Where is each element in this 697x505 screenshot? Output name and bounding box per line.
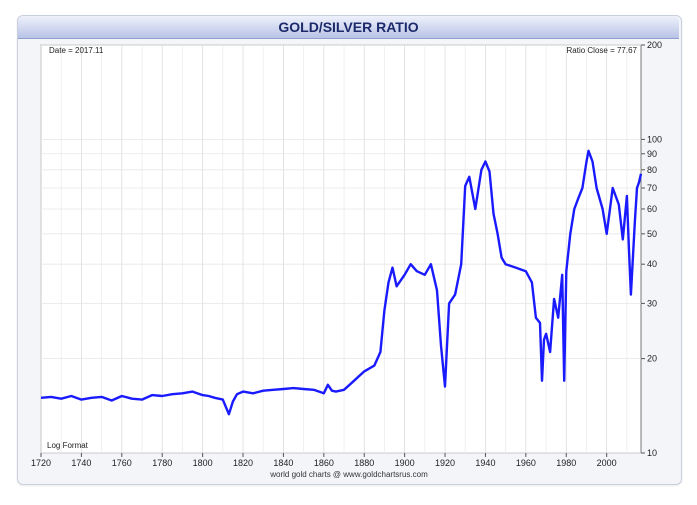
x-tick-label: 2000 xyxy=(597,458,617,468)
y-tick-label: 60 xyxy=(647,204,657,214)
y-tick-label: 80 xyxy=(647,165,657,175)
x-tick-label: 1740 xyxy=(71,458,91,468)
x-tick-label: 1760 xyxy=(112,458,132,468)
x-tick-label: 1820 xyxy=(233,458,253,468)
y-tick-label: 40 xyxy=(647,259,657,269)
chart-title: GOLD/SILVER RATIO xyxy=(18,16,679,39)
y-tick-label: 100 xyxy=(647,134,662,144)
x-tick-label: 1940 xyxy=(475,458,495,468)
x-tick-label: 1720 xyxy=(31,458,51,468)
footer-credit: world gold charts @ www.goldchartsrus.co… xyxy=(269,470,428,479)
x-tick-label: 1840 xyxy=(273,458,293,468)
x-tick-label: 1780 xyxy=(152,458,172,468)
x-tick-label: 1980 xyxy=(556,458,576,468)
grid-lines xyxy=(40,44,641,454)
ratio-close-label: Ratio Close = 77.67 xyxy=(567,46,638,55)
y-axis: 200 100 90 80 70 60 50 40 30 20 10 xyxy=(641,40,662,458)
x-tick-label: 1860 xyxy=(314,458,334,468)
y-tick-label: 20 xyxy=(647,354,657,364)
x-tick-label: 1920 xyxy=(435,458,455,468)
y-tick-label: 10 xyxy=(647,448,657,458)
ratio-series-line xyxy=(40,149,643,416)
y-tick-label: 70 xyxy=(647,183,657,193)
x-tick-label: 1880 xyxy=(354,458,374,468)
plot-area xyxy=(40,44,642,454)
x-tick-label: 1800 xyxy=(193,458,213,468)
date-label: Date = 2017.11 xyxy=(49,46,104,55)
x-tick-label: 1900 xyxy=(395,458,415,468)
x-tick-label: 1960 xyxy=(516,458,536,468)
y-tick-label: 90 xyxy=(647,149,657,159)
log-format-label: Log Format xyxy=(47,441,89,450)
x-axis: 1720 1740 1760 1780 1800 1820 1840 1860 1880 1900… xyxy=(31,453,617,468)
y-tick-label: 200 xyxy=(647,40,662,50)
y-tick-label: 50 xyxy=(647,229,657,239)
y-tick-label: 30 xyxy=(647,298,657,308)
